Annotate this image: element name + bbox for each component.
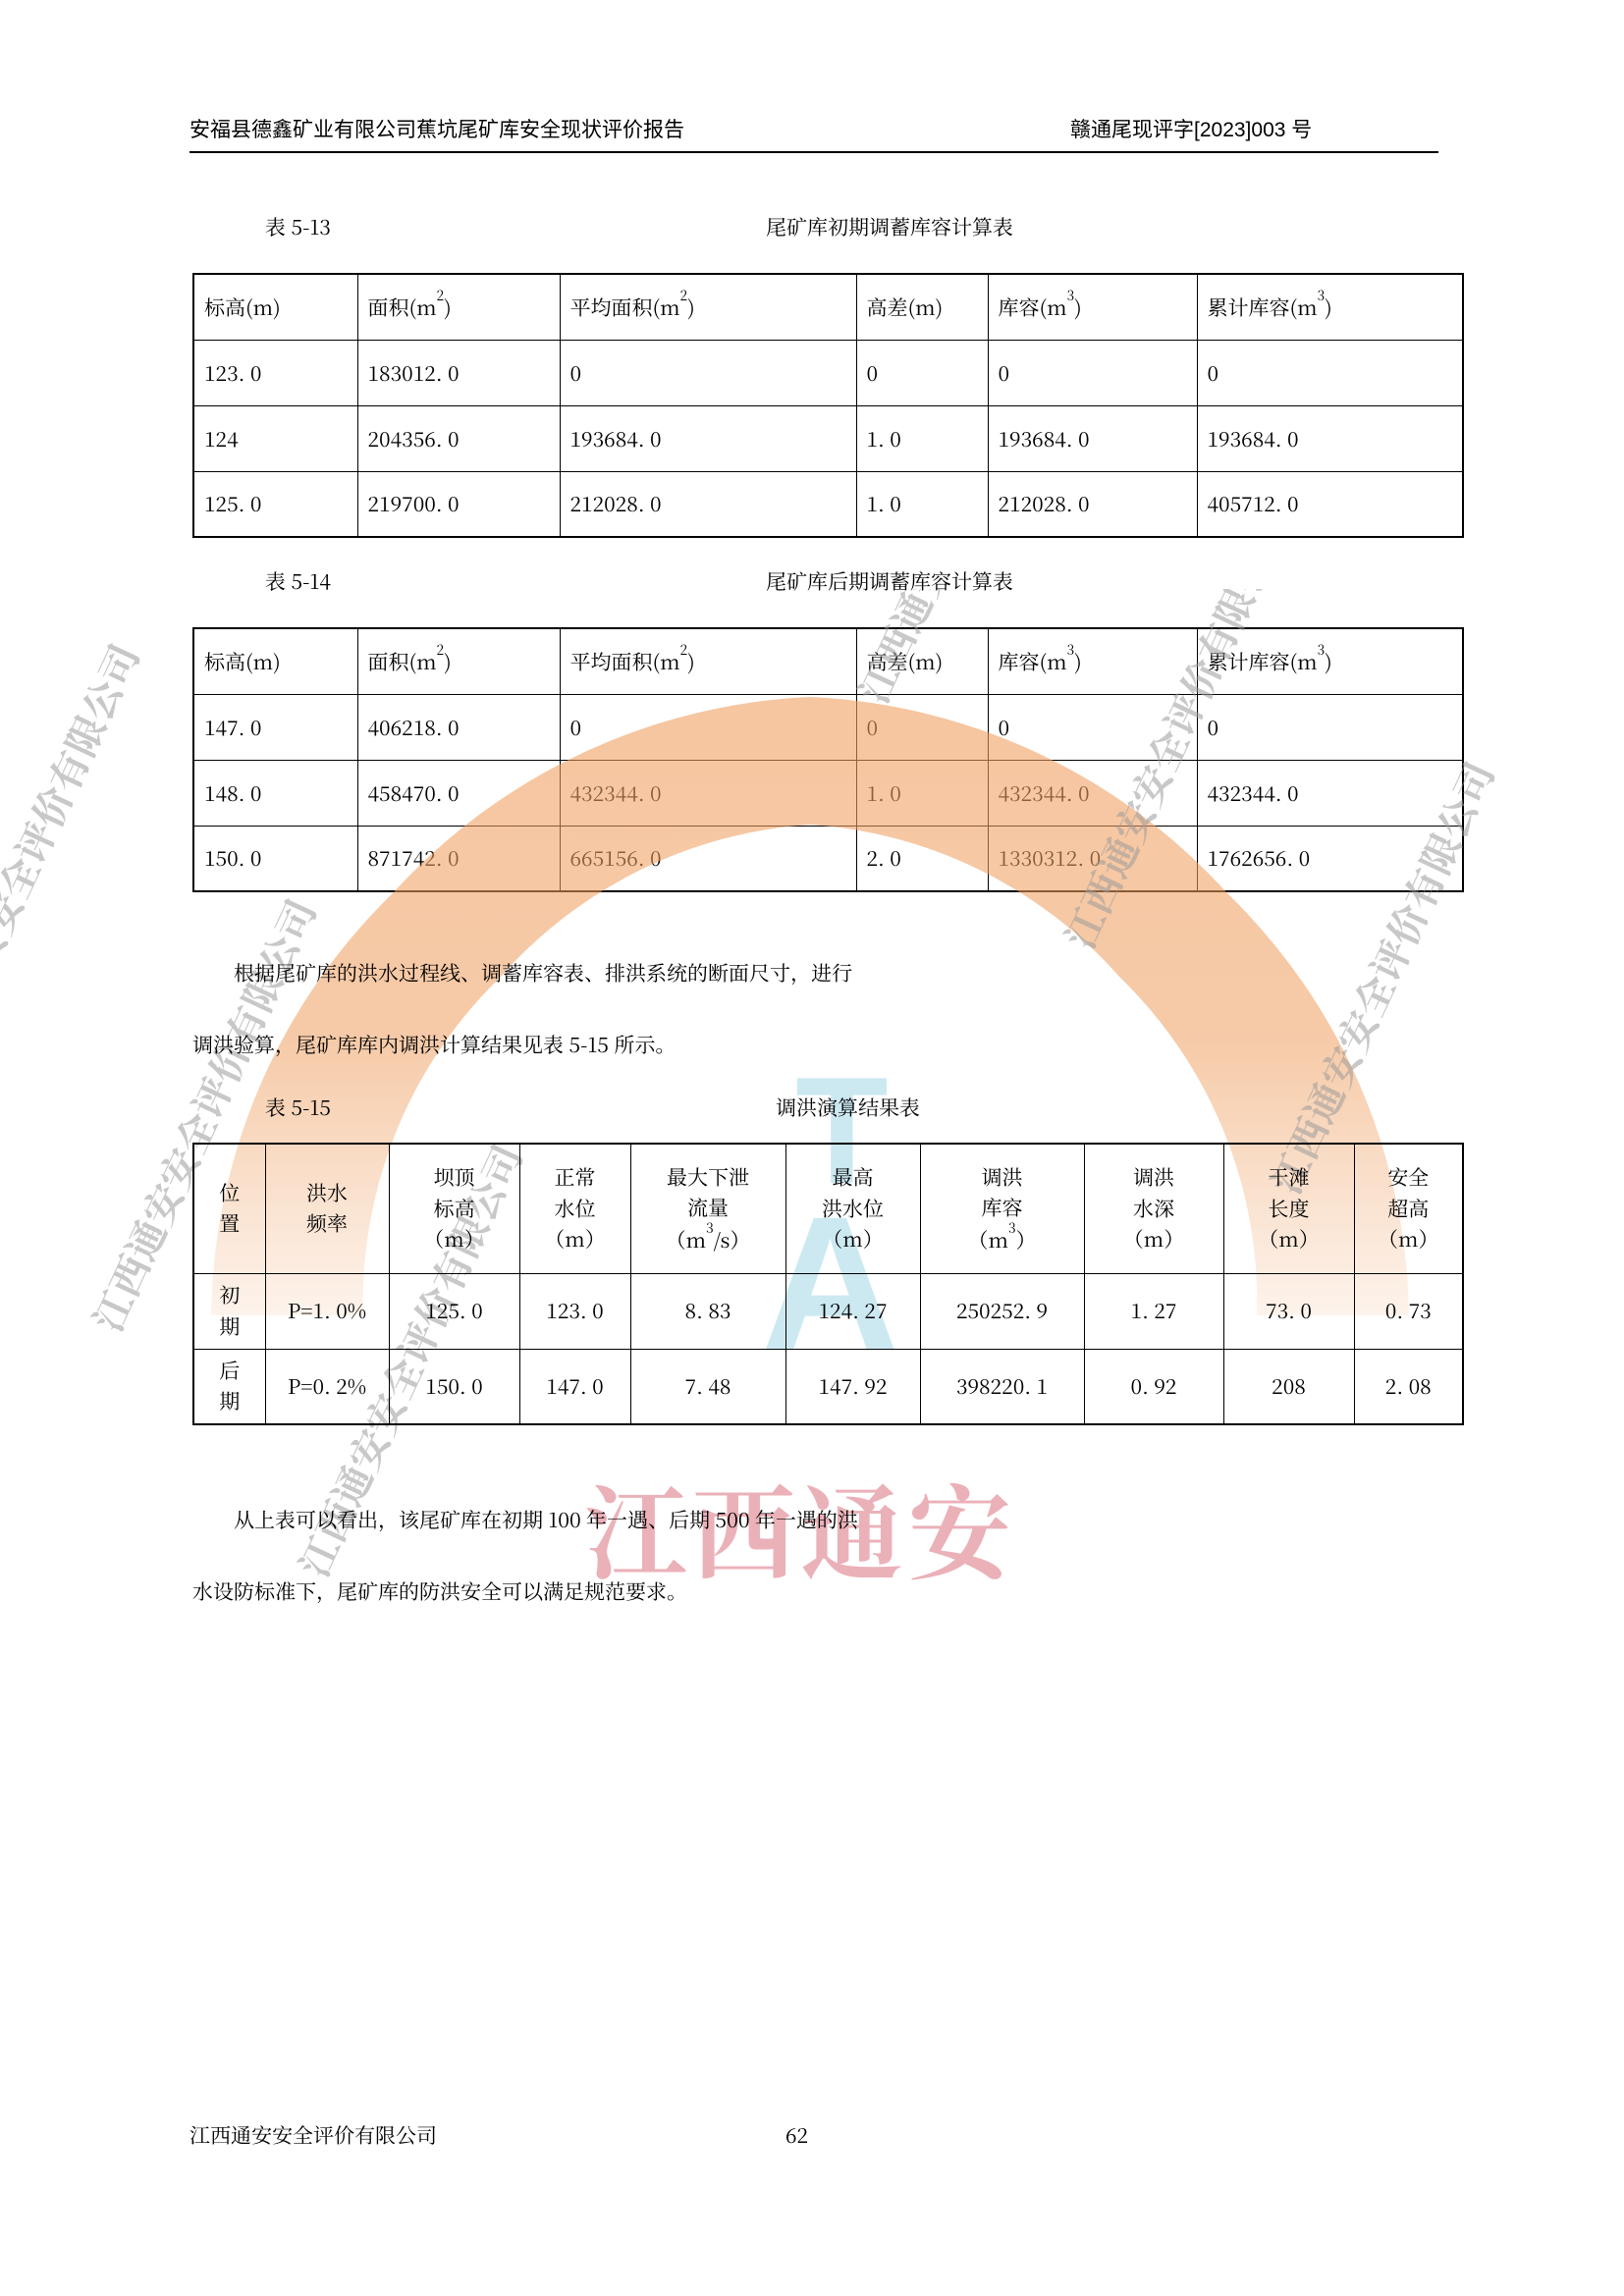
svg-text:江西通安安全评价有限公司: 江西通安安全评价有限公司 [0, 634, 151, 1085]
svg-text:江西通安安全评价有限公司: 江西通安安全评价有限公司 [843, 589, 1094, 712]
